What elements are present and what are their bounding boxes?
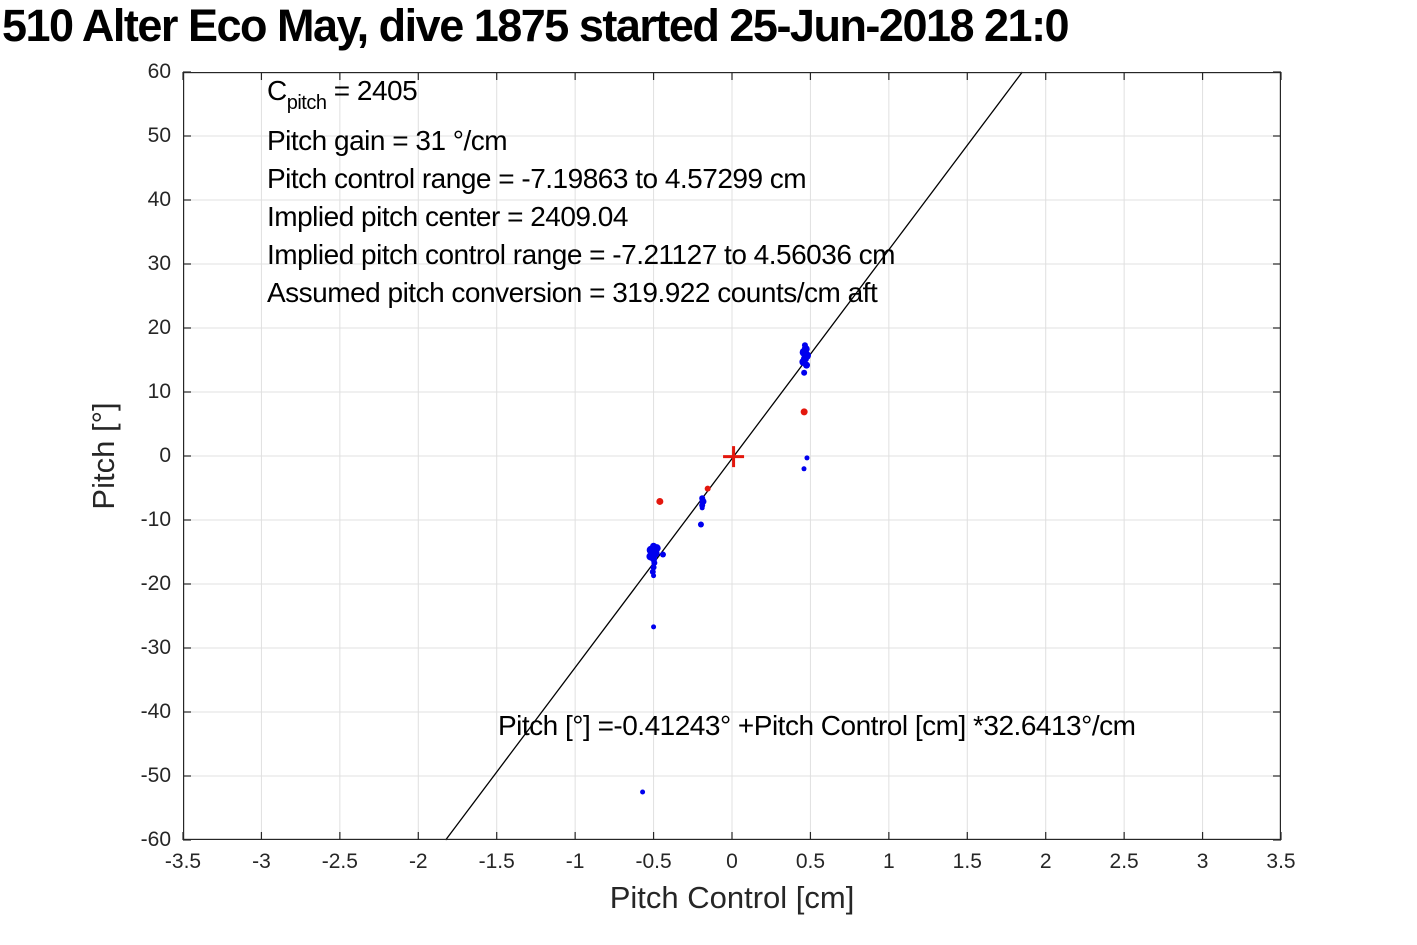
data-point-blue bbox=[659, 551, 666, 558]
x-tick-label: 0 bbox=[726, 850, 738, 873]
y-tick-label: -10 bbox=[140, 508, 171, 531]
data-point-blue bbox=[801, 369, 808, 376]
y-tick-label: 20 bbox=[147, 316, 171, 339]
y-tick-label: 50 bbox=[147, 124, 171, 147]
plot-area: Cpitch = 2405 Pitch gain = 31 °/cm Pitch c… bbox=[182, 71, 1282, 841]
data-point-blue bbox=[801, 466, 807, 472]
data-point-blue bbox=[697, 521, 704, 528]
x-tick-label: -3 bbox=[252, 850, 271, 873]
data-point-blue bbox=[803, 361, 811, 369]
chart-title: 510 Alter Eco May, dive 1875 started 25-… bbox=[2, 0, 1070, 51]
y-tick-label: -20 bbox=[140, 572, 171, 595]
x-tick-label: 1 bbox=[883, 850, 895, 873]
data-point-blue bbox=[699, 505, 705, 511]
x-tick-label: -1 bbox=[565, 850, 585, 873]
plot-canvas bbox=[182, 71, 1282, 841]
y-tick-label: 40 bbox=[147, 188, 171, 211]
annotation-line: Pitch gain = 31 °/cm bbox=[267, 125, 508, 156]
y-tick-label: -60 bbox=[140, 828, 171, 851]
x-tick-label: -2 bbox=[408, 850, 428, 873]
y-tick-label: 30 bbox=[147, 252, 171, 275]
x-tick-label: 2.5 bbox=[1109, 850, 1139, 873]
y-tick-label: 60 bbox=[147, 60, 171, 83]
fit-equation-text: Pitch [°] =-0.41243° +Pitch Control [cm]… bbox=[498, 710, 1136, 741]
x-tick-label: 2 bbox=[1039, 850, 1052, 873]
y-tick-label: -40 bbox=[140, 700, 171, 723]
annotation-line: Implied pitch control range = -7.21127 t… bbox=[267, 239, 896, 270]
x-tick-label: -0.5 bbox=[635, 850, 672, 873]
data-point-blue bbox=[651, 624, 657, 630]
plus-marker bbox=[723, 446, 745, 468]
annotation-line: Implied pitch center = 2409.04 bbox=[267, 201, 628, 232]
y-tick-label: -30 bbox=[140, 636, 171, 659]
y-axis-label: Pitch [°] bbox=[86, 402, 121, 510]
data-point-red bbox=[656, 497, 664, 505]
data-point-blue bbox=[650, 542, 658, 550]
annotation-block: Cpitch = 2405 Pitch gain = 31 °/cm Pitch c… bbox=[267, 72, 896, 312]
x-tick-label: 3.5 bbox=[1266, 850, 1296, 873]
x-tick-label: -1.5 bbox=[478, 850, 515, 873]
axes-box bbox=[183, 72, 1282, 840]
data-point-blue bbox=[649, 568, 656, 575]
x-axis-label: Pitch Control [cm] bbox=[609, 880, 855, 915]
annotation-line: Pitch control range = -7.19863 to 4.5729… bbox=[267, 163, 807, 194]
data-point-blue bbox=[650, 564, 657, 571]
annotation-line: Cpitch = 2405 bbox=[267, 75, 418, 114]
y-tick-label: 0 bbox=[159, 444, 171, 467]
x-tick-label: 1.5 bbox=[952, 850, 982, 873]
data-point-red bbox=[800, 408, 808, 416]
annotation-line: Assumed pitch conversion = 319.922 count… bbox=[267, 277, 878, 308]
data-point-blue bbox=[804, 455, 810, 461]
data-point-blue bbox=[640, 789, 646, 795]
x-tick-label: 0.5 bbox=[795, 850, 826, 873]
x-tick-label: -2.5 bbox=[321, 850, 358, 873]
x-tick-label: -3.5 bbox=[164, 850, 202, 873]
y-tick-label: 10 bbox=[147, 380, 171, 403]
data-point-red bbox=[704, 485, 711, 492]
x-tick-label: 3 bbox=[1196, 850, 1209, 873]
y-tick-label: -50 bbox=[140, 764, 171, 787]
